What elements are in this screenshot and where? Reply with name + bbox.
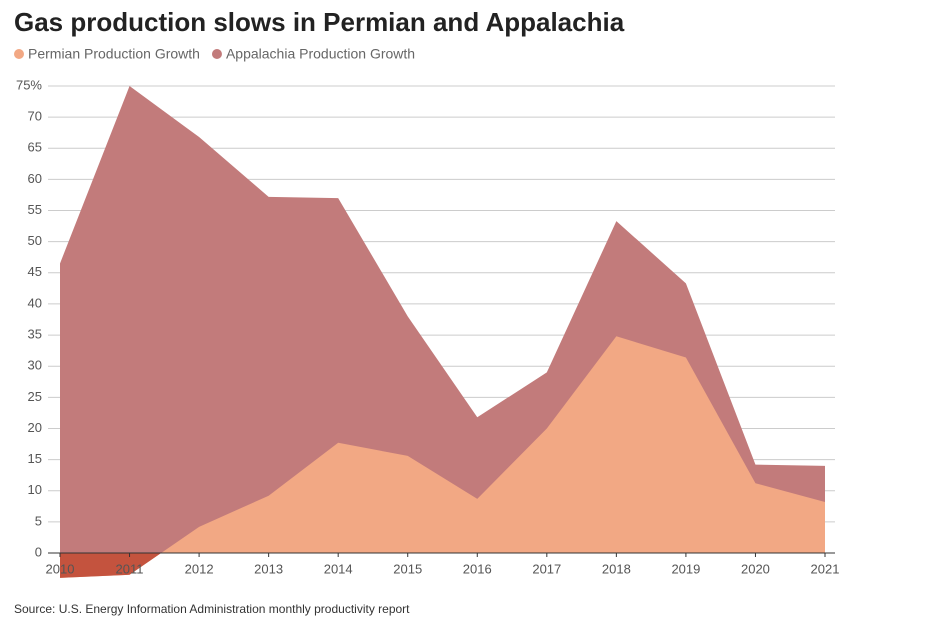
y-tick-label: 45 [28,264,42,279]
area-negative [60,553,825,578]
x-tick-label: 2010 [46,561,75,576]
legend-label: Permian Production Growth [28,46,200,62]
x-tick-label: 2018 [602,561,631,576]
y-tick-label: 40 [28,295,42,310]
y-tick-label: 55 [28,202,42,217]
area [60,336,825,578]
y-tick-label: 10 [28,482,42,497]
y-tick-label: 15 [28,451,42,466]
legend: Permian Production Growth Appalachia Prod… [14,46,415,62]
y-tick-label: 0 [35,544,42,559]
x-tick-label: 2017 [532,561,561,576]
x-tick-label: 2016 [463,561,492,576]
y-tick-label: 35 [28,327,42,342]
y-tick-label: 25 [28,389,42,404]
y-tick-label: 65 [28,140,42,155]
x-tick-label: 2014 [324,561,353,576]
y-tick-label: 5 [35,513,42,528]
chart-title: Gas production slows in Permian and Appa… [14,7,625,37]
y-tick-label: 75% [16,77,42,92]
legend-swatch [14,49,24,59]
source-note: Source: U.S. Energy Information Administ… [14,602,410,616]
x-tick-label: 2011 [116,561,144,576]
y-tick-label: 30 [28,358,42,373]
x-tick-label: 2015 [393,561,422,576]
x-tick-label: 2021 [811,561,840,576]
y-tick-label: 50 [28,233,42,248]
y-tick-label: 20 [28,420,42,435]
legend-swatch [211,49,222,59]
x-tick-label: 2019 [671,561,700,576]
x-tick-label: 2020 [741,561,770,576]
x-tick-label: 2012 [185,561,214,576]
y-tick-label: 60 [28,171,42,186]
x-tick-label: 2013 [254,561,283,576]
legend-label: Appalachia Production Growth [226,46,415,62]
y-tick-label: 70 [28,109,42,124]
